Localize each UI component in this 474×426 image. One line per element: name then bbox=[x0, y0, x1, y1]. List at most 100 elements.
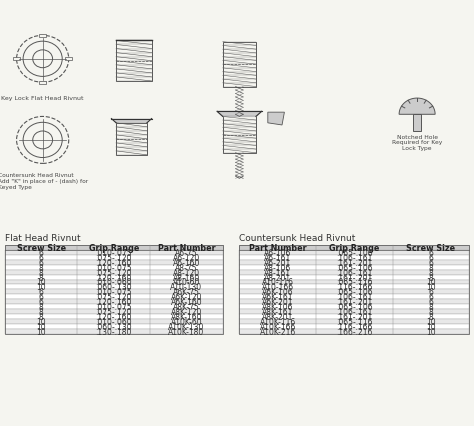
Polygon shape bbox=[413, 115, 421, 132]
Polygon shape bbox=[399, 99, 435, 115]
Text: A6-120: A6-120 bbox=[173, 253, 200, 262]
Text: A8K-160: A8K-160 bbox=[171, 312, 202, 321]
Bar bbox=[239, 290, 469, 295]
Text: .010-.075: .010-.075 bbox=[95, 302, 132, 311]
Text: Grip Range: Grip Range bbox=[329, 243, 380, 252]
Polygon shape bbox=[111, 119, 152, 124]
Text: .075-.120: .075-.120 bbox=[95, 293, 132, 302]
Bar bbox=[5, 304, 223, 309]
Bar bbox=[5, 314, 223, 319]
Text: 6: 6 bbox=[39, 248, 44, 257]
Text: .106-.161: .106-.161 bbox=[336, 293, 373, 302]
Text: .161-.201: .161-.201 bbox=[336, 273, 373, 282]
FancyBboxPatch shape bbox=[13, 58, 20, 61]
Text: .116-.166: .116-.166 bbox=[336, 283, 373, 292]
Text: 10: 10 bbox=[36, 283, 46, 292]
Text: .120-.160: .120-.160 bbox=[96, 297, 132, 306]
Bar bbox=[239, 245, 469, 334]
Text: .065-.106: .065-.106 bbox=[336, 263, 373, 272]
Bar bbox=[5, 245, 223, 250]
Text: 8: 8 bbox=[428, 302, 433, 311]
Text: 10: 10 bbox=[36, 278, 46, 287]
Text: 10: 10 bbox=[426, 283, 436, 292]
Text: A8K-161: A8K-161 bbox=[262, 307, 293, 316]
Bar bbox=[239, 304, 469, 309]
Polygon shape bbox=[217, 112, 262, 117]
Bar bbox=[5, 256, 223, 260]
Text: A8-75: A8-75 bbox=[175, 263, 198, 272]
Text: 8: 8 bbox=[428, 312, 433, 321]
Bar bbox=[5, 319, 223, 324]
Text: 6: 6 bbox=[428, 293, 433, 302]
Bar bbox=[5, 250, 223, 256]
Text: A10K-116: A10K-116 bbox=[260, 317, 296, 326]
Text: .120-.160: .120-.160 bbox=[96, 258, 132, 267]
Bar bbox=[239, 256, 469, 260]
Text: A8K-75: A8K-75 bbox=[173, 302, 200, 311]
Text: .161-.201: .161-.201 bbox=[336, 258, 373, 267]
Text: A8K-201: A8K-201 bbox=[262, 312, 293, 321]
Text: .075-.120: .075-.120 bbox=[95, 253, 132, 262]
Text: A6-75: A6-75 bbox=[175, 248, 198, 257]
FancyBboxPatch shape bbox=[39, 35, 46, 38]
Polygon shape bbox=[268, 113, 284, 126]
Bar bbox=[116, 124, 147, 155]
Bar bbox=[5, 290, 223, 295]
Bar bbox=[239, 280, 469, 285]
Text: 10: 10 bbox=[426, 317, 436, 326]
Text: A10K-130: A10K-130 bbox=[168, 322, 205, 331]
Text: .060-.130: .060-.130 bbox=[95, 283, 132, 292]
Text: Notched Hole
Required for Key
Lock Type: Notched Hole Required for Key Lock Type bbox=[392, 134, 442, 151]
Text: 6: 6 bbox=[428, 288, 433, 296]
Bar bbox=[239, 270, 469, 275]
Bar bbox=[239, 299, 469, 304]
Text: A10K-180: A10K-180 bbox=[168, 327, 205, 336]
Text: .060-.130: .060-.130 bbox=[95, 322, 132, 331]
Text: 8: 8 bbox=[39, 312, 44, 321]
Bar bbox=[5, 309, 223, 314]
Bar bbox=[239, 314, 469, 319]
Text: A6-161: A6-161 bbox=[264, 253, 292, 262]
Bar bbox=[5, 245, 223, 334]
FancyBboxPatch shape bbox=[65, 58, 72, 61]
Bar bbox=[5, 285, 223, 290]
Text: .161-.201: .161-.201 bbox=[336, 312, 373, 321]
Bar bbox=[5, 299, 223, 304]
Text: Part Number: Part Number bbox=[158, 243, 215, 252]
Text: 6: 6 bbox=[428, 248, 433, 257]
Text: .116-.166: .116-.166 bbox=[336, 322, 373, 331]
Text: A8-161: A8-161 bbox=[264, 268, 291, 277]
Text: .065-.106: .065-.106 bbox=[336, 248, 373, 257]
Text: .120-.160: .120-.160 bbox=[96, 312, 132, 321]
Bar bbox=[5, 260, 223, 265]
Text: A8-106: A8-106 bbox=[264, 263, 292, 272]
Text: 6: 6 bbox=[39, 297, 44, 306]
Text: 8: 8 bbox=[39, 268, 44, 277]
Bar bbox=[5, 295, 223, 299]
Text: A6K-201: A6K-201 bbox=[262, 297, 293, 306]
Text: A6K-75: A6K-75 bbox=[173, 288, 200, 296]
Text: 6: 6 bbox=[39, 293, 44, 302]
Text: 6: 6 bbox=[39, 288, 44, 296]
Text: Grip Range: Grip Range bbox=[89, 243, 139, 252]
Bar bbox=[239, 260, 469, 265]
Text: .010-.060: .010-.060 bbox=[95, 278, 132, 287]
Bar bbox=[239, 250, 469, 256]
Text: A6-106: A6-106 bbox=[264, 248, 292, 257]
Text: A8-120: A8-120 bbox=[173, 268, 200, 277]
Text: A8-201: A8-201 bbox=[264, 273, 291, 282]
Text: .106-.161: .106-.161 bbox=[336, 268, 373, 277]
Text: .065-.116: .065-.116 bbox=[336, 278, 373, 287]
Text: .065-.106: .065-.106 bbox=[336, 302, 373, 311]
Text: 8: 8 bbox=[428, 263, 433, 272]
Text: 10: 10 bbox=[36, 317, 46, 326]
Bar bbox=[239, 265, 469, 270]
FancyBboxPatch shape bbox=[39, 81, 46, 85]
Bar bbox=[5, 265, 223, 270]
Text: .075-.120: .075-.120 bbox=[95, 307, 132, 316]
Text: 8: 8 bbox=[428, 273, 433, 282]
Text: 6: 6 bbox=[39, 258, 44, 267]
Text: A10K-216: A10K-216 bbox=[260, 327, 296, 336]
Text: .065-.106: .065-.106 bbox=[336, 288, 373, 296]
Text: A10-116: A10-116 bbox=[262, 278, 294, 287]
